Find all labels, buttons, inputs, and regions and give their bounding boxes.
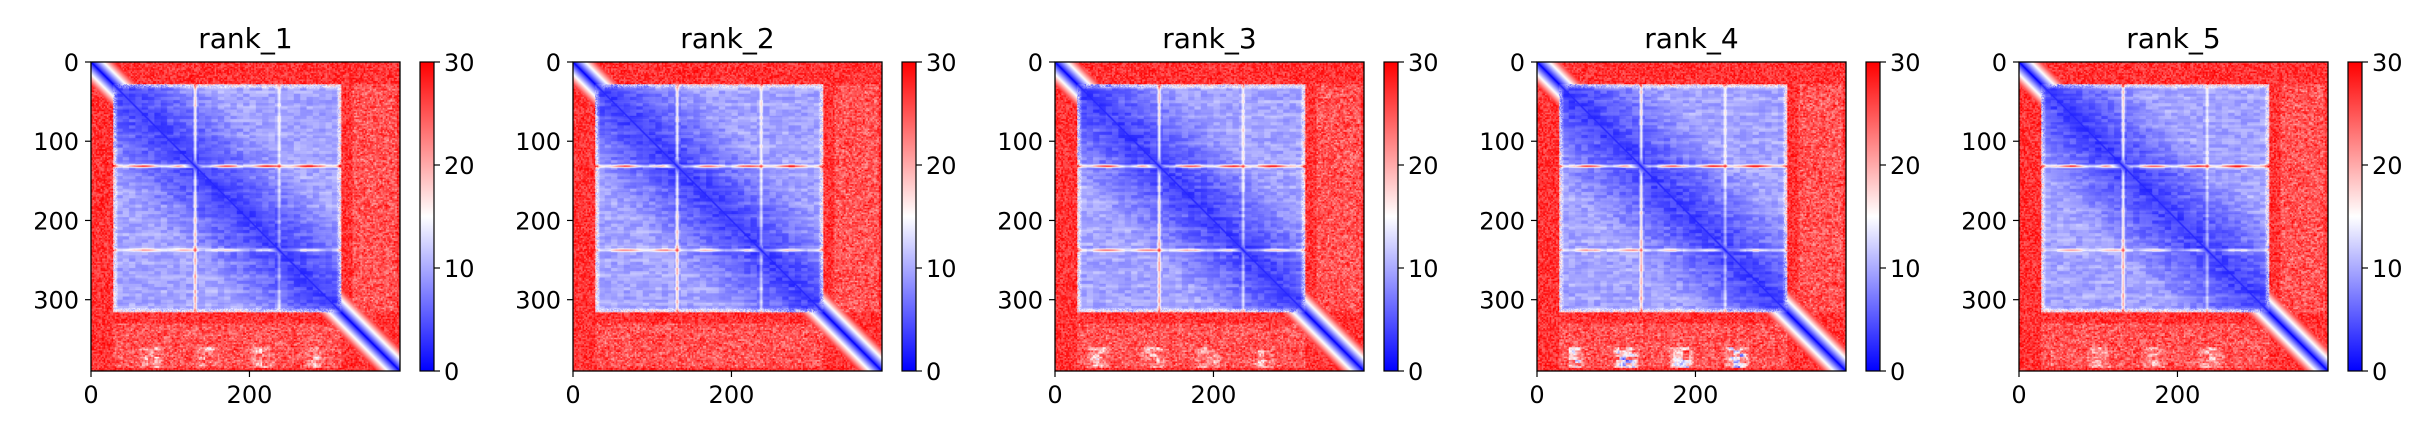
heatmap-image: [91, 62, 400, 371]
y-tick-label: 100: [1479, 128, 1525, 156]
colorbar-tick-label: 20: [926, 152, 957, 180]
colorbar-tick-label: 10: [926, 255, 957, 283]
x-tick-label: 0: [1047, 381, 1062, 409]
panel-title: rank_1: [198, 22, 292, 55]
colorbar-tick-label: 30: [444, 49, 475, 77]
colorbar-frame: [1383, 61, 1399, 372]
colorbar-tick-label: 10: [1408, 255, 1439, 283]
x-tick-label: 200: [2155, 381, 2201, 409]
y-tick-label: 0: [1028, 49, 1043, 77]
y-tick-label: 0: [1992, 49, 2007, 77]
x-tick-label: 200: [227, 381, 273, 409]
colorbar-tick-label: 0: [926, 358, 941, 386]
y-tick-label: 300: [1479, 287, 1525, 315]
heatmap-image: [1537, 62, 1846, 371]
heatmap-panel: rank_4 0 100 200 300 0 200 0 10 20 30: [1479, 22, 1920, 409]
panel-title: rank_3: [1162, 22, 1256, 55]
heatmap-panel: rank_2 0 100 200 300 0 200 0 10 20 30: [515, 22, 956, 409]
colorbar-tick-label: 10: [2372, 255, 2403, 283]
y-tick-label: 300: [515, 287, 561, 315]
x-tick-label: 0: [83, 381, 98, 409]
panel-title: rank_2: [680, 22, 774, 55]
y-tick-label: 200: [1961, 207, 2007, 235]
panel-title: rank_5: [2126, 22, 2220, 55]
colorbar-tick-label: 20: [2372, 152, 2403, 180]
heatmap-image: [1055, 62, 1364, 371]
y-tick-label: 300: [33, 287, 79, 315]
x-tick-label: 200: [1191, 381, 1237, 409]
colorbar-tick-label: 20: [444, 152, 475, 180]
y-tick-label: 300: [997, 287, 1043, 315]
colorbar: [1384, 62, 1398, 371]
colorbar-tick-label: 30: [1408, 49, 1439, 77]
y-tick-label: 200: [515, 207, 561, 235]
y-tick-label: 200: [33, 207, 79, 235]
y-tick-label: 0: [546, 49, 561, 77]
colorbar: [2348, 62, 2362, 371]
colorbar-frame: [2347, 61, 2363, 372]
x-tick-label: 200: [1673, 381, 1719, 409]
colorbar-tick-label: 30: [926, 49, 957, 77]
panel-title: rank_4: [1644, 22, 1738, 55]
x-tick-label: 0: [1529, 381, 1544, 409]
colorbar-tick-label: 30: [2372, 49, 2403, 77]
axes-frame: [1536, 61, 1847, 372]
colorbar-frame: [1865, 61, 1881, 372]
heatmap-image: [573, 62, 882, 371]
y-tick-label: 0: [64, 49, 79, 77]
colorbar-tick-label: 10: [444, 255, 475, 283]
axes-frame: [1054, 61, 1365, 372]
axes-frame: [572, 61, 883, 372]
colorbar-tick-label: 0: [2372, 358, 2387, 386]
colorbar: [420, 62, 434, 371]
colorbar-tick-label: 0: [1890, 358, 1905, 386]
colorbar-tick-label: 0: [444, 358, 459, 386]
y-tick-label: 100: [997, 128, 1043, 156]
heatmap-panel: rank_5 0 100 200 300 0 200 0 10 20 30: [1961, 22, 2402, 409]
y-tick-label: 100: [1961, 128, 2007, 156]
colorbar-tick-label: 20: [1890, 152, 1921, 180]
x-tick-label: 200: [709, 381, 755, 409]
colorbar-frame: [419, 61, 435, 372]
x-tick-label: 0: [565, 381, 580, 409]
axes-frame: [90, 61, 401, 372]
colorbar: [902, 62, 916, 371]
colorbar-tick-label: 10: [1890, 255, 1921, 283]
heatmap-image: [2019, 62, 2328, 371]
colorbar-tick-label: 30: [1890, 49, 1921, 77]
y-tick-label: 300: [1961, 287, 2007, 315]
y-tick-label: 200: [1479, 207, 1525, 235]
y-tick-label: 100: [33, 128, 79, 156]
axes-frame: [2018, 61, 2329, 372]
colorbar-frame: [901, 61, 917, 372]
y-tick-label: 100: [515, 128, 561, 156]
heatmap-panel: rank_3 0 100 200 300 0 200 0 10 20 30: [997, 22, 1438, 409]
x-tick-label: 0: [2011, 381, 2026, 409]
colorbar: [1866, 62, 1880, 371]
y-tick-label: 200: [997, 207, 1043, 235]
colorbar-tick-label: 0: [1408, 358, 1423, 386]
colorbar-tick-label: 20: [1408, 152, 1439, 180]
heatmap-panel: rank_1 0 100 200 300 0 200 0 10 20 30: [33, 22, 474, 409]
y-tick-label: 0: [1510, 49, 1525, 77]
